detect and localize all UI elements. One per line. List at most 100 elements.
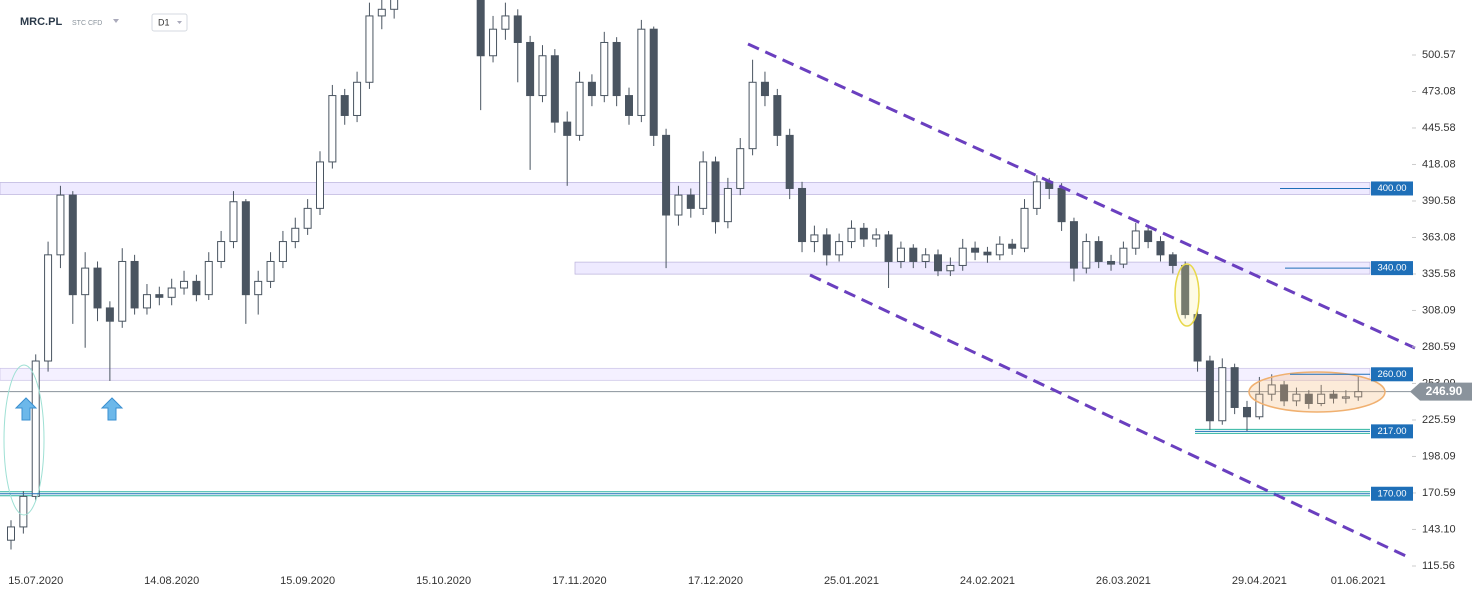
candle-body: [723, 187, 732, 223]
candle-body: [971, 247, 980, 253]
candle-body: [1032, 181, 1041, 209]
x-tick-label: 15.10.2020: [416, 575, 471, 587]
candle-body: [1168, 254, 1177, 266]
highlight-ellipse: [1174, 263, 1200, 327]
candle-body: [1255, 393, 1264, 418]
x-tick-label: 17.12.2020: [688, 575, 743, 587]
y-tick-label: 500.57: [1422, 49, 1456, 61]
candle-body: [674, 194, 683, 216]
candle-body: [1230, 367, 1239, 408]
candle-body: [711, 161, 720, 223]
y-tick-label: 473.08: [1422, 85, 1456, 97]
candle-body: [612, 41, 621, 97]
candle-body: [513, 15, 522, 43]
candle-body: [118, 260, 127, 322]
y-tick-label: 363.08: [1422, 231, 1456, 243]
candle-body: [686, 194, 695, 209]
candle-body: [1094, 241, 1103, 262]
candle-body: [1218, 367, 1227, 422]
axes: 500.57 473.08 445.58 418.08 390.58 363.08 335.…: [0, 49, 1472, 587]
candle-body: [142, 294, 151, 309]
candle-body: [1107, 260, 1116, 265]
instrument: STC CFD: [72, 20, 102, 27]
candle-body: [983, 251, 992, 256]
last-price-tag: [1410, 382, 1472, 401]
candle-body: [773, 95, 782, 136]
candle-body: [1156, 241, 1165, 256]
channel-upper: [747, 42, 1416, 350]
candle-body: [1008, 243, 1017, 249]
x-tick-label: 17.11.2020: [552, 575, 606, 587]
candle-body: [859, 227, 868, 240]
dropdown-arrow[interactable]: [113, 19, 119, 23]
candle-body: [1280, 384, 1289, 402]
candle-body: [946, 264, 955, 272]
arrow-up: [100, 397, 124, 421]
candle-body: [377, 8, 386, 17]
y-tick-label: 198.09: [1422, 450, 1456, 462]
candle-body: [1131, 230, 1140, 249]
candle-body: [637, 28, 646, 116]
y-tick-label: 143.10: [1422, 523, 1456, 535]
highlight-ellipse: [1248, 371, 1386, 413]
candle-body: [662, 134, 671, 216]
candle-body: [266, 260, 275, 282]
highlight-ellipse: [3, 364, 45, 516]
level-tag: [1371, 486, 1413, 501]
level-band: [0, 182, 1371, 195]
candle-body: [526, 41, 535, 97]
candle-body: [192, 280, 201, 296]
arrow-up: [14, 397, 38, 421]
candle-body: [155, 294, 164, 298]
x-tick-label: 24.02.2021: [960, 575, 1015, 587]
candle-body: [909, 247, 918, 262]
candle-body: [241, 201, 250, 296]
candle-body: [884, 234, 893, 262]
candle-body: [958, 247, 967, 266]
candle-body: [1304, 393, 1313, 404]
candle-body: [44, 254, 53, 362]
level-tag: [1371, 424, 1413, 439]
y-tick-label: 308.09: [1422, 304, 1456, 316]
candle-body: [896, 247, 905, 262]
level-label: 260.00: [1377, 369, 1406, 380]
candle-body: [785, 134, 794, 189]
y-tick-label: 390.58: [1422, 195, 1456, 207]
level-label: 340.00: [1377, 263, 1406, 274]
level-tag: [1371, 367, 1413, 382]
candle-body: [822, 234, 831, 256]
channel-lower: [809, 273, 1409, 559]
interval-select[interactable]: [151, 13, 188, 32]
candle-body: [649, 28, 658, 136]
candle-body: [328, 95, 337, 163]
candle-body: [1119, 247, 1128, 265]
candle-body: [563, 121, 572, 136]
level-label: 400.00: [1377, 183, 1406, 194]
candle-body: [501, 15, 510, 30]
candle-body: [1354, 391, 1363, 398]
candle-body: [748, 81, 757, 150]
y-tick-label: 115.56: [1422, 560, 1455, 572]
candle-body: [1205, 360, 1214, 422]
x-tick-label: 25.01.2021: [824, 575, 879, 587]
candle-body: [1292, 393, 1301, 402]
level-tag: [1371, 181, 1413, 196]
x-tick-label: 15.09.2020: [280, 575, 335, 587]
candles: [7, 0, 1363, 550]
candle-body: [56, 194, 65, 256]
candle-body: [1267, 384, 1276, 395]
candle-body: [1082, 241, 1091, 269]
candle-body: [587, 81, 596, 97]
candle-body: [1057, 187, 1066, 223]
candle-body: [538, 55, 547, 97]
candle-body: [550, 55, 559, 123]
candle-body: [229, 201, 238, 243]
candle-body: [921, 254, 930, 262]
candle-body: [217, 241, 226, 262]
candle-body: [1144, 230, 1153, 243]
y-tick-label: 418.08: [1422, 158, 1456, 170]
candle-body: [167, 287, 176, 298]
level-label: 170.00: [1377, 488, 1406, 499]
